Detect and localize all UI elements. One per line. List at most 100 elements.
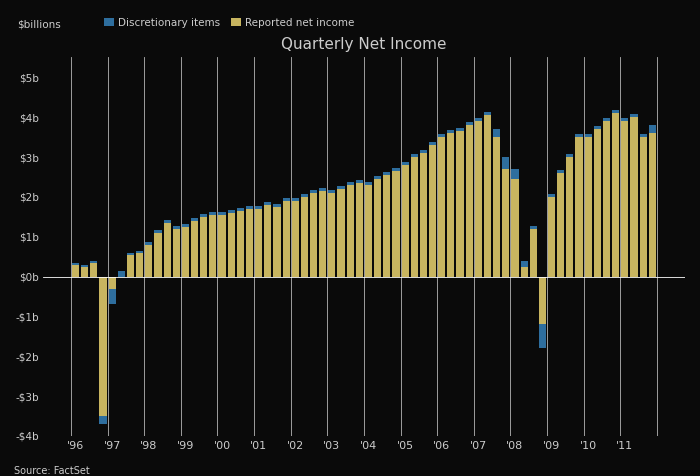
Bar — [411, 157, 418, 277]
Bar — [466, 125, 472, 277]
Bar — [493, 129, 500, 137]
Bar — [136, 251, 144, 253]
Bar — [429, 145, 436, 277]
Bar — [346, 185, 354, 277]
Bar — [530, 226, 537, 229]
Bar — [456, 128, 463, 131]
Bar — [566, 157, 573, 277]
Bar — [612, 110, 620, 113]
Bar — [356, 183, 363, 277]
Bar — [191, 218, 198, 221]
Bar — [81, 267, 88, 277]
Bar — [99, 416, 106, 424]
Bar — [90, 263, 97, 277]
Bar — [374, 179, 382, 277]
Bar — [484, 112, 491, 115]
Bar — [521, 261, 528, 267]
Bar — [631, 114, 638, 117]
Bar — [475, 118, 482, 121]
Bar — [337, 189, 344, 277]
Bar — [594, 126, 601, 129]
Bar — [191, 221, 198, 277]
Bar — [631, 117, 638, 277]
Bar — [264, 202, 272, 205]
Bar — [649, 125, 656, 277]
Bar — [90, 261, 97, 263]
Bar — [164, 219, 171, 223]
Bar — [411, 154, 418, 157]
Bar — [393, 168, 400, 171]
Bar — [365, 185, 372, 277]
Bar — [108, 277, 116, 288]
Bar — [447, 130, 454, 133]
Bar — [566, 154, 573, 157]
Bar — [182, 224, 189, 227]
Bar — [218, 215, 225, 277]
Bar — [310, 190, 317, 193]
Bar — [539, 324, 546, 348]
Bar — [173, 226, 180, 229]
Bar — [383, 175, 391, 277]
Bar — [512, 169, 519, 277]
Bar — [640, 134, 647, 137]
Bar — [640, 137, 647, 277]
Bar — [530, 229, 537, 277]
Bar — [200, 214, 207, 217]
Bar — [346, 182, 354, 185]
Bar — [145, 245, 153, 277]
Bar — [255, 209, 262, 277]
Bar — [429, 142, 436, 145]
Bar — [155, 233, 162, 277]
Bar — [584, 134, 592, 137]
Bar — [246, 206, 253, 209]
Bar — [319, 188, 326, 191]
Bar — [72, 263, 79, 265]
Bar — [420, 153, 427, 277]
Bar — [127, 255, 134, 277]
Bar — [466, 122, 472, 125]
Bar — [173, 229, 180, 277]
Bar — [274, 204, 281, 207]
Bar — [283, 201, 290, 277]
Bar — [383, 172, 391, 175]
Bar — [512, 169, 519, 179]
Bar — [328, 190, 335, 193]
Bar — [182, 227, 189, 277]
Bar — [155, 229, 162, 233]
Bar — [81, 265, 88, 267]
Text: $billions: $billions — [17, 20, 61, 30]
Bar — [118, 270, 125, 277]
Bar — [292, 198, 299, 201]
Bar — [264, 205, 272, 277]
Bar — [310, 193, 317, 277]
Bar — [319, 191, 326, 277]
Bar — [255, 206, 262, 209]
Bar — [493, 129, 500, 277]
Bar — [548, 194, 555, 197]
Bar — [108, 288, 116, 305]
Bar — [438, 134, 445, 137]
Bar — [118, 270, 125, 277]
Bar — [228, 213, 234, 277]
Legend: Discretionary items, Reported net income: Discretionary items, Reported net income — [99, 13, 359, 32]
Bar — [393, 171, 400, 277]
Bar — [246, 209, 253, 277]
Bar — [621, 118, 629, 121]
Bar — [237, 208, 244, 211]
Bar — [402, 165, 409, 277]
Bar — [584, 137, 592, 277]
Bar — [283, 198, 290, 201]
Bar — [594, 129, 601, 277]
Bar — [612, 113, 620, 277]
Bar — [575, 134, 582, 137]
Bar — [328, 193, 335, 277]
Bar — [621, 121, 629, 277]
Bar — [228, 209, 234, 213]
Bar — [209, 215, 216, 277]
Bar — [557, 170, 564, 173]
Bar — [374, 176, 382, 179]
Bar — [301, 197, 308, 277]
Bar — [502, 157, 510, 277]
Bar — [438, 137, 445, 277]
Bar — [548, 197, 555, 277]
